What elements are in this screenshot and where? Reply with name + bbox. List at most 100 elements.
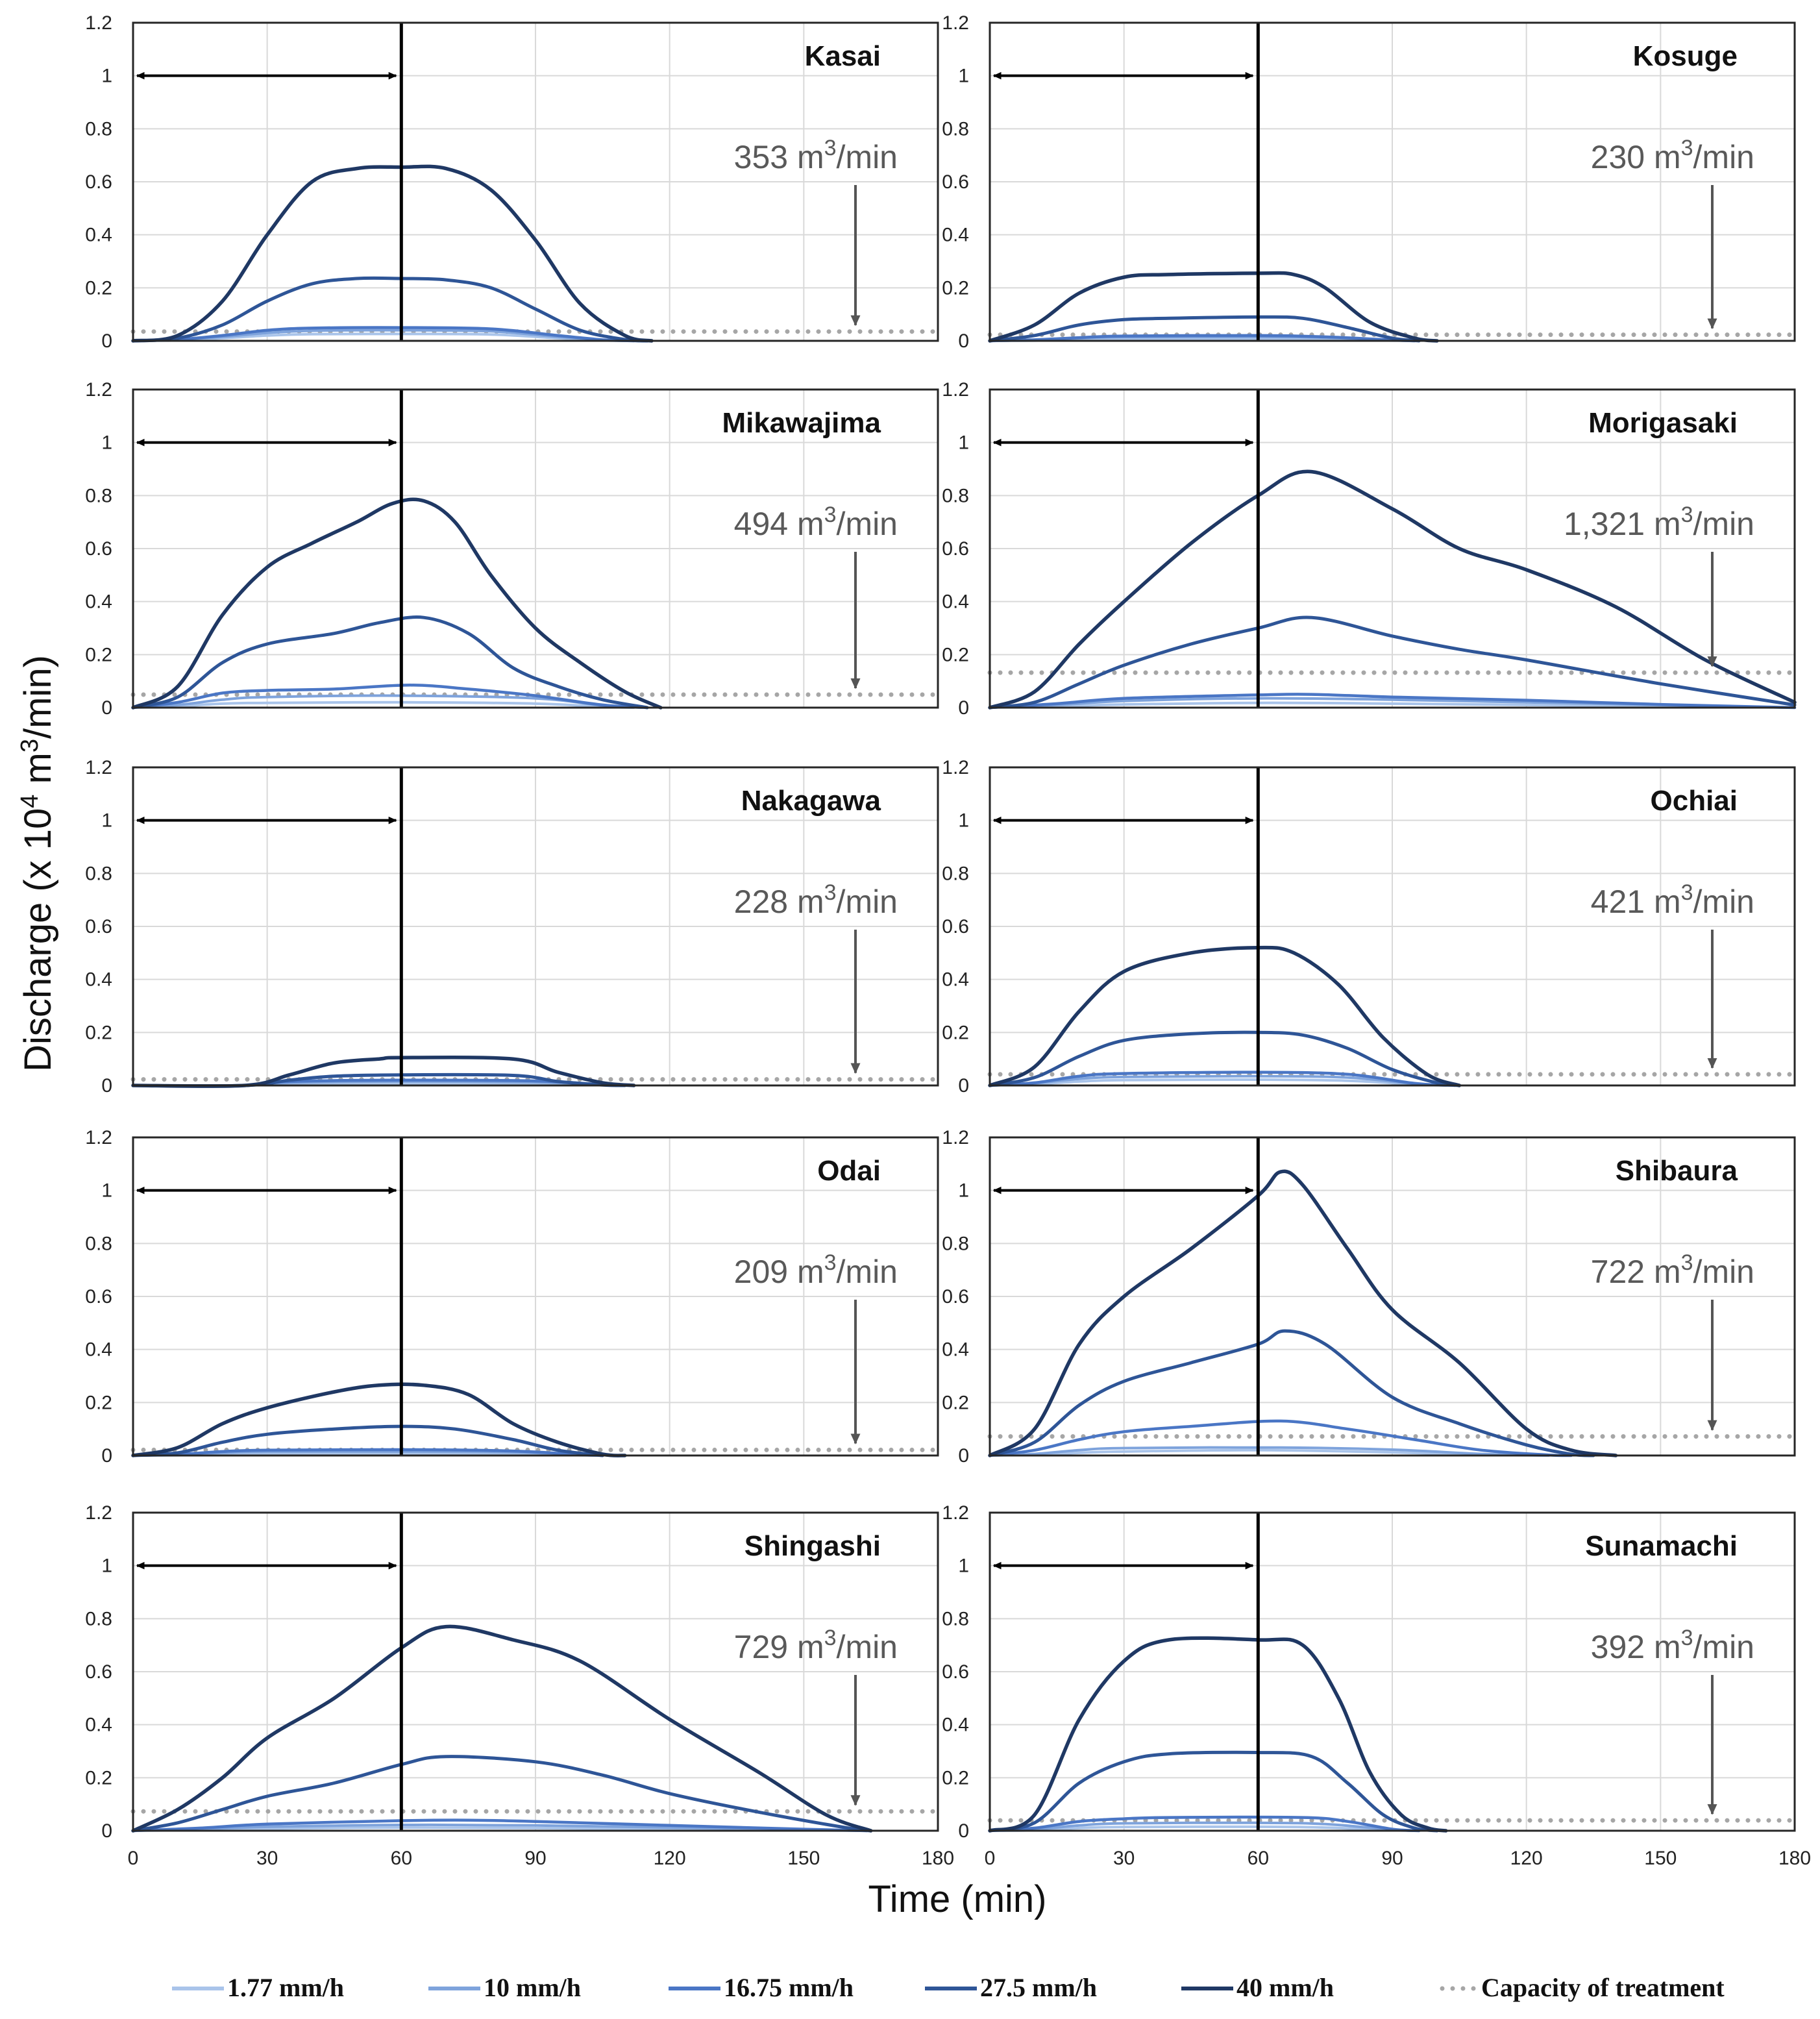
panel-title: Odai [817, 1155, 881, 1187]
plot-frame [989, 388, 1796, 709]
y-tick-label: 1.2 [942, 12, 969, 34]
y-tick-label: 0.2 [85, 1767, 112, 1789]
y-tick-label: 0.6 [942, 916, 969, 937]
series-line [132, 700, 635, 709]
y-tick-label: 0.8 [85, 1608, 112, 1629]
series-line [131, 615, 649, 710]
panel-title: Shibaura [1616, 1155, 1738, 1187]
x-tick-label: 120 [1510, 1848, 1543, 1869]
plot-frame [989, 1136, 1796, 1457]
panel-kosuge: 0 0.2 0.4 0.6 0.8 1 1.2 Kosuge 230 m3/min [942, 12, 1797, 352]
legend-item: 40 mm/h [1181, 1973, 1334, 2002]
y-tick-label: 0.8 [85, 1233, 112, 1254]
y-tick-label: 0.4 [942, 969, 969, 991]
y-tick-label: 1.2 [85, 1502, 112, 1524]
panel-title: Shingashi [744, 1530, 881, 1562]
capacity-label: 722 m3/min [1591, 1250, 1754, 1290]
y-tick-label: 0 [101, 330, 112, 352]
y-tick-label: 0.8 [942, 1608, 969, 1629]
legend-item: 10 mm/h [428, 1973, 581, 2002]
y-tick-label: 1.2 [85, 757, 112, 778]
x-tick-label: 60 [1248, 1848, 1269, 1869]
legend-label: 40 mm/h [1236, 1973, 1334, 2002]
x-tick-label: 90 [524, 1848, 546, 1869]
legend-label: 27.5 mm/h [980, 1973, 1097, 2002]
x-tick-label: 180 [1778, 1848, 1811, 1869]
y-tick-label: 1 [958, 432, 969, 454]
panel-ochiai: 0 0.2 0.4 0.6 0.8 1 1.2 Ochiai 421 m3/min [942, 757, 1797, 1096]
series-line [131, 164, 654, 343]
y-tick-label: 0.6 [85, 1661, 112, 1683]
y-tick-label: 0.6 [85, 1286, 112, 1307]
y-tick-label: 1.2 [85, 379, 112, 401]
series-line [131, 684, 649, 710]
y-tick-label: 0.8 [85, 485, 112, 506]
capacity-label: 209 m3/min [734, 1250, 898, 1290]
x-tick-label: 150 [787, 1848, 820, 1869]
y-tick-label: 0.6 [942, 1661, 969, 1683]
series-line [988, 1030, 1461, 1087]
x-tick-label: 0 [128, 1848, 139, 1869]
x-tick-label: 0 [985, 1848, 996, 1869]
panel-morigasaki: 0 0.2 0.4 0.6 0.8 1 1.2 Morigasaki 1,321 m3/min [942, 379, 1797, 719]
plot-frame [989, 766, 1796, 1087]
y-tick-label: 0.2 [942, 277, 969, 299]
series-line [988, 615, 1797, 710]
y-tick-label: 0.4 [942, 225, 969, 246]
series-line [988, 1169, 1618, 1457]
series-line [988, 1750, 1439, 1833]
y-tick-label: 0.6 [85, 538, 112, 560]
series-line [988, 945, 1462, 1087]
y-tick-label: 0.4 [942, 1339, 969, 1361]
y-tick-label: 0.2 [942, 644, 969, 665]
legend-label: Capacity of treatment [1481, 1973, 1725, 2002]
capacity-label: 1,321 m3/min [1564, 502, 1754, 542]
x-tick-label: 150 [1644, 1848, 1677, 1869]
y-tick-label: 0 [101, 697, 112, 719]
panel-odai: 0 0.2 0.4 0.6 0.8 1 1.2 Odai 209 m3/min [85, 1127, 941, 1467]
legend: 1.77 mm/h 10 mm/h 16.75 mm/h 27.5 mm/h 40 mm… [172, 1973, 1725, 2002]
y-tick-label: 0.2 [85, 1392, 112, 1413]
series-line [988, 1815, 1421, 1833]
series-line [131, 1624, 873, 1833]
y-tick-label: 0.2 [85, 644, 112, 665]
capacity-label: 421 m3/min [1591, 880, 1754, 920]
panel-title: Mikawajima [722, 407, 881, 439]
y-tick-label: 0.6 [85, 171, 112, 193]
y-tick-label: 0.8 [942, 485, 969, 506]
x-tick-label: 60 [391, 1848, 412, 1869]
capacity-label: 392 m3/min [1591, 1626, 1754, 1665]
y-tick-label: 0.4 [85, 969, 112, 991]
y-tick-label: 1.2 [942, 1127, 969, 1148]
y-tick-label: 1 [958, 810, 969, 832]
y-tick-label: 0.2 [942, 1767, 969, 1789]
y-tick-label: 1 [958, 66, 969, 87]
legend-item: Capacity of treatment [1440, 1973, 1725, 2002]
y-tick-label: 0.6 [942, 538, 969, 560]
series-line [988, 1419, 1573, 1457]
y-tick-label: 0 [958, 1820, 969, 1842]
y-tick-label: 0.2 [942, 1022, 969, 1043]
y-tick-label: 0.8 [942, 1233, 969, 1254]
panel-title: Kosuge [1633, 40, 1738, 72]
y-tick-label: 0.4 [85, 1715, 112, 1736]
series-line [131, 1448, 604, 1457]
capacity-label: 230 m3/min [1591, 136, 1754, 175]
plot-frame [132, 21, 939, 342]
legend-label: 10 mm/h [484, 1973, 581, 2002]
panel-title: Kasai [805, 40, 881, 72]
y-tick-label: 0 [101, 1445, 112, 1467]
y-tick-label: 0.4 [942, 591, 969, 613]
y-tick-label: 1 [101, 810, 112, 832]
y-tick-label: 0.6 [85, 916, 112, 937]
y-tick-label: 1 [101, 66, 112, 87]
x-tick-label: 180 [922, 1848, 954, 1869]
panel-title: Morigasaki [1588, 407, 1738, 439]
plot-frame [132, 1136, 939, 1457]
legend-label: 1.77 mm/h [227, 1973, 344, 2002]
y-tick-label: 1.2 [85, 12, 112, 34]
series-line [131, 1424, 604, 1457]
y-tick-label: 0.4 [85, 591, 112, 613]
series-line [131, 1818, 868, 1833]
